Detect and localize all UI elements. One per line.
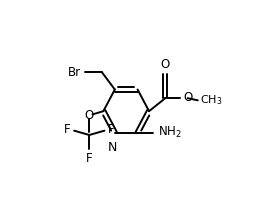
Text: CH$_3$: CH$_3$ <box>200 94 223 107</box>
Text: O: O <box>161 58 170 71</box>
Text: N: N <box>108 141 117 154</box>
Text: Br: Br <box>68 66 81 79</box>
Text: NH$_2$: NH$_2$ <box>158 125 182 140</box>
Text: O: O <box>85 109 94 122</box>
Text: F: F <box>86 152 93 165</box>
Text: O: O <box>184 91 193 104</box>
Text: F: F <box>108 123 114 136</box>
Text: F: F <box>64 123 71 136</box>
